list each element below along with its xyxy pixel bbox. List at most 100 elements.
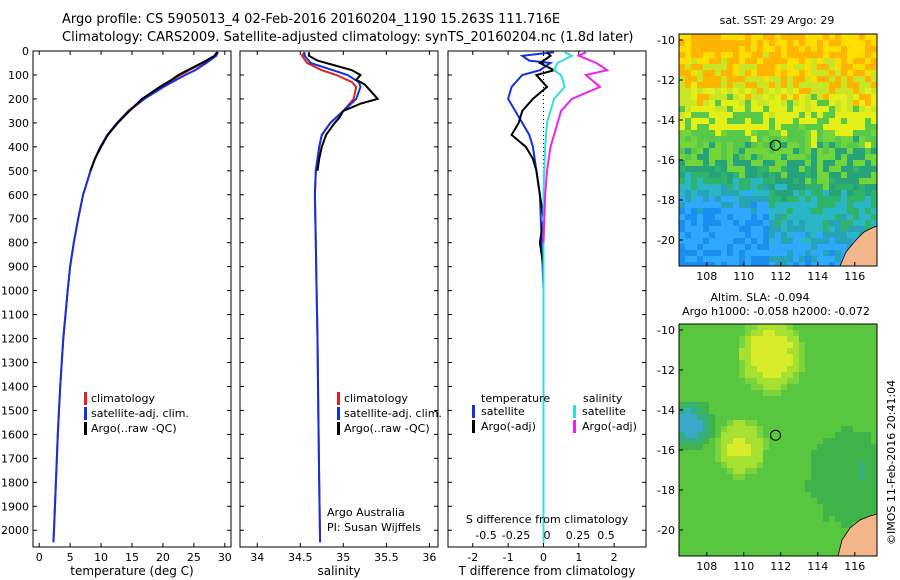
- heatmap-cell: [763, 462, 770, 469]
- heatmap-cell: [709, 46, 716, 53]
- heatmap-cell: [781, 498, 788, 505]
- heatmap-cell: [685, 552, 692, 556]
- heatmap-cell: [685, 64, 692, 71]
- heatmap-cell: [727, 492, 734, 499]
- heatmap-cell: [853, 324, 860, 331]
- heatmap-cell: [817, 480, 824, 487]
- heatmap-cell: [691, 516, 698, 523]
- heatmap-cell: [757, 232, 764, 239]
- heatmap-cell: [721, 408, 728, 415]
- heatmap-cell: [697, 540, 704, 547]
- heatmap-cell: [727, 480, 734, 487]
- heatmap-cell: [745, 142, 752, 149]
- heatmap-cell: [787, 130, 794, 137]
- heatmap-cell: [829, 244, 836, 251]
- heatmap-cell: [691, 154, 698, 161]
- salinity-panel: 34 34.5 35 35.5 36 salinity climatology sate…: [239, 50, 442, 578]
- heatmap-cell: [769, 148, 776, 155]
- sla-map-panel: Altim. SLA: -0.094 Argo h1000: -0.058 h2…: [657, 291, 878, 573]
- heatmap-cell: [751, 160, 758, 167]
- heatmap-cell: [739, 390, 746, 397]
- heatmap-cell: [733, 462, 740, 469]
- heatmap-cell: [865, 82, 872, 89]
- heatmap-cell: [787, 76, 794, 83]
- heatmap-cell: [727, 232, 734, 239]
- heatmap-cell: [811, 202, 818, 209]
- heatmap-cell: [697, 534, 704, 541]
- heatmap-cell: [811, 498, 818, 505]
- x-tick-label: 34: [250, 551, 264, 564]
- heatmap-cell: [769, 534, 776, 541]
- heatmap-cell: [745, 414, 752, 421]
- heatmap-cell: [865, 336, 872, 343]
- heatmap-cell: [847, 172, 854, 179]
- heatmap-cell: [829, 498, 836, 505]
- heatmap-cell: [751, 238, 758, 245]
- heatmap-cell: [757, 492, 764, 499]
- heatmap-cell: [751, 40, 758, 47]
- heatmap-cell: [847, 420, 854, 427]
- heatmap-cell: [769, 82, 776, 89]
- heatmap-cell: [709, 184, 716, 191]
- heatmap-cell: [829, 58, 836, 65]
- heatmap-cell: [715, 372, 722, 379]
- heatmap-cell: [859, 342, 866, 349]
- heatmap-cell: [835, 450, 842, 457]
- sla-heatmap: [679, 324, 877, 556]
- heatmap-cell: [721, 196, 728, 203]
- heatmap-cell: [841, 190, 848, 197]
- heatmap-cell: [757, 348, 764, 355]
- heatmap-cell: [775, 196, 782, 203]
- heatmap-cell: [871, 510, 877, 517]
- heatmap-cell: [697, 250, 704, 257]
- heatmap-cell: [811, 148, 818, 155]
- heatmap-cell: [721, 124, 728, 131]
- heatmap-cell: [751, 480, 758, 487]
- heatmap-cell: [799, 100, 806, 107]
- heatmap-cell: [865, 396, 872, 403]
- legend-t-satellite: satellite: [481, 405, 525, 418]
- heatmap-cell: [745, 100, 752, 107]
- heatmap-cell: [811, 438, 818, 445]
- heatmap-cell: [793, 124, 800, 131]
- heatmap-cell: [811, 232, 818, 239]
- heatmap-cell: [829, 166, 836, 173]
- heatmap-cell: [811, 372, 818, 379]
- heatmap-cell: [853, 378, 860, 385]
- heatmap-cell: [799, 190, 806, 197]
- heatmap-cell: [691, 262, 698, 266]
- heatmap-cell: [871, 82, 877, 89]
- heatmap-cell: [787, 124, 794, 131]
- heatmap-cell: [709, 82, 716, 89]
- heatmap-cell: [793, 208, 800, 215]
- heatmap-cell: [703, 154, 710, 161]
- heatmap-cell: [769, 184, 776, 191]
- heatmap-cell: [697, 214, 704, 221]
- heatmap-cell: [865, 492, 872, 499]
- heatmap-cell: [697, 354, 704, 361]
- heatmap-cell: [685, 76, 692, 83]
- heatmap-cell: [787, 450, 794, 457]
- heatmap-cell: [781, 130, 788, 137]
- heatmap-cell: [835, 94, 842, 101]
- heatmap-cell: [823, 34, 830, 41]
- heatmap-cell: [853, 76, 860, 83]
- heatmap-cell: [739, 106, 746, 113]
- heatmap-cell: [739, 166, 746, 173]
- heatmap-cell: [823, 474, 830, 481]
- heatmap-cell: [733, 510, 740, 517]
- heatmap-cell: [679, 100, 686, 107]
- heatmap-cell: [775, 402, 782, 409]
- heatmap-cell: [865, 342, 872, 349]
- heatmap-cell: [859, 106, 866, 113]
- heatmap-cell: [691, 522, 698, 529]
- heatmap-cell: [679, 34, 686, 41]
- heatmap-cell: [775, 154, 782, 161]
- heatmap-cell: [757, 456, 764, 463]
- heatmap-cell: [685, 160, 692, 167]
- heatmap-cell: [697, 82, 704, 89]
- heatmap-cell: [871, 450, 877, 457]
- heatmap-cell: [727, 40, 734, 47]
- heatmap-cell: [775, 166, 782, 173]
- x-tick-label: 25: [187, 551, 201, 564]
